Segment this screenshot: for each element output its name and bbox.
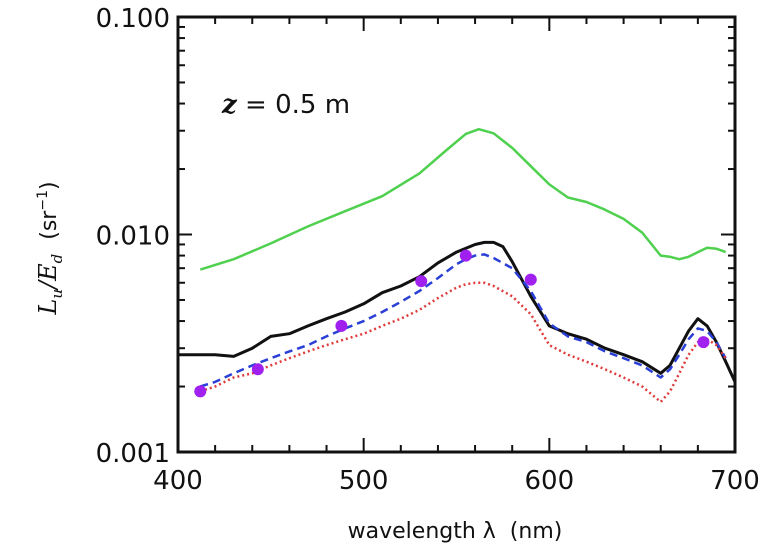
annotation-value: = 0.5 m [237,90,350,120]
y-label-l-sub: u [48,289,66,299]
x-tick-label: 500 [339,466,389,496]
y-tick-label: 0.100 [96,4,170,34]
data-point-marker [194,385,207,398]
y-label-e-sub: d [48,254,66,264]
data-point-marker [459,249,472,262]
series-line-1 [199,127,727,271]
y-label-units: (sr [37,210,62,254]
y-axis-label: Lu/Ed (sr−1) [34,181,66,315]
data-point-marker [335,319,348,332]
y-label-slash: / [34,278,62,291]
x-tick-label: 400 [153,466,203,496]
y-label-exp: −1 [35,190,51,211]
series-line-4 [199,281,727,404]
series-line-2 [178,240,737,383]
chart-annotation: z = 0.5 m [221,90,350,120]
data-point-marker [251,363,264,376]
x-tick-label: 600 [525,466,575,496]
y-label-close: ) [37,181,62,190]
x-axis-label: wavelength λ (nm) [348,519,563,544]
annotation-variable: z [221,90,238,120]
tick-layer: 400 500 600 700 0.001 0.010 0.100 [96,4,760,496]
series-line-3 [199,253,727,388]
series-layer [178,127,737,404]
data-point-marker [697,336,710,349]
x-tick-label: 700 [710,466,760,496]
y-label-e: E [34,263,62,282]
y-label-l: L [34,299,62,316]
y-tick-label: 0.001 [96,439,170,469]
data-point-marker [415,275,428,288]
plot-frame [176,15,737,454]
y-tick-label: 0.010 [96,222,170,252]
data-point-marker [524,273,537,286]
